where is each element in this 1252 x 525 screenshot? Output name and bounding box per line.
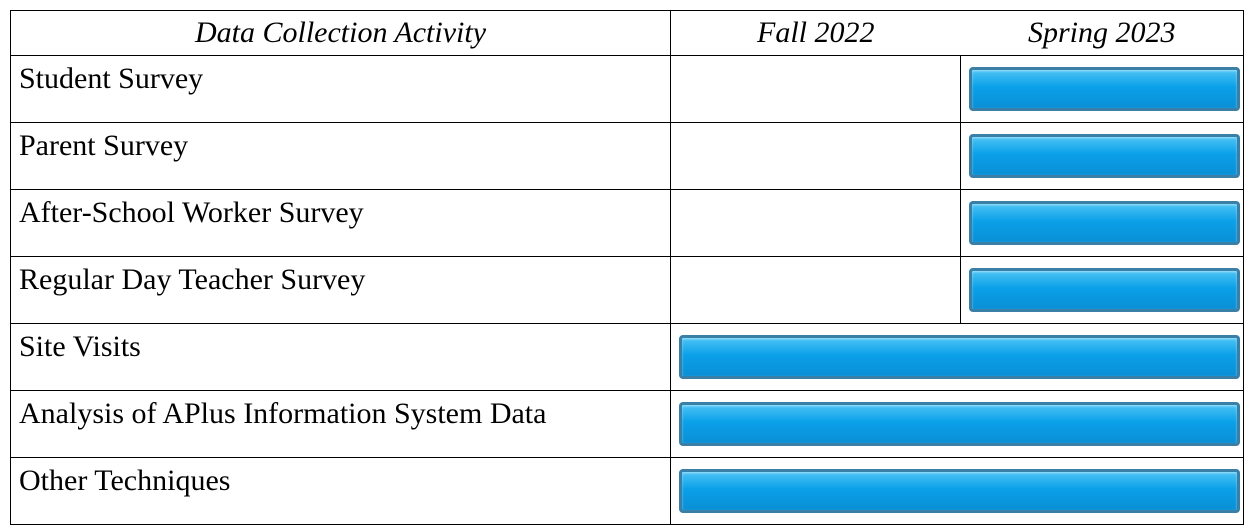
schedule-bar bbox=[679, 469, 1240, 513]
activity-label: After-School Worker Survey bbox=[10, 189, 671, 257]
schedule-table: Data Collection Activity Fall 2022 Sprin… bbox=[10, 10, 1244, 525]
activity-label: Analysis of APlus Information System Dat… bbox=[10, 390, 671, 458]
activity-label: Site Visits bbox=[10, 323, 671, 391]
schedule-bar bbox=[679, 335, 1240, 379]
header-row: Data Collection Activity Fall 2022 Sprin… bbox=[10, 10, 1244, 56]
period-cell bbox=[960, 55, 1244, 123]
header-cell: Fall 2022 bbox=[670, 10, 961, 56]
table-row: Parent Survey bbox=[10, 122, 1244, 190]
schedule-bar bbox=[969, 268, 1240, 312]
period-cell bbox=[670, 55, 961, 123]
schedule-bar bbox=[679, 402, 1240, 446]
header-cell: Data Collection Activity bbox=[10, 10, 671, 56]
activity-label: Student Survey bbox=[10, 55, 671, 123]
table-row: Regular Day Teacher Survey bbox=[10, 256, 1244, 324]
period-cell bbox=[670, 122, 961, 190]
table-row: Student Survey bbox=[10, 55, 1244, 123]
header-cell: Spring 2023 bbox=[960, 10, 1244, 56]
period-cell bbox=[960, 256, 1244, 324]
activity-label: Parent Survey bbox=[10, 122, 671, 190]
table-body: Student Survey Parent Survey After-School … bbox=[10, 55, 1244, 525]
table-row: Analysis of APlus Information System Dat… bbox=[10, 390, 1244, 458]
period-cell bbox=[670, 189, 961, 257]
period-cell bbox=[670, 256, 961, 324]
period-cell bbox=[670, 457, 1244, 525]
period-cell bbox=[670, 390, 1244, 458]
schedule-bar bbox=[969, 134, 1240, 178]
schedule-bar bbox=[969, 201, 1240, 245]
table-row: After-School Worker Survey bbox=[10, 189, 1244, 257]
period-cell bbox=[670, 323, 1244, 391]
table-row: Site Visits bbox=[10, 323, 1244, 391]
activity-label: Other Techniques bbox=[10, 457, 671, 525]
period-cell bbox=[960, 122, 1244, 190]
table-header: Data Collection Activity Fall 2022 Sprin… bbox=[10, 10, 1244, 56]
period-cell bbox=[960, 189, 1244, 257]
table-row: Other Techniques bbox=[10, 457, 1244, 525]
schedule-bar bbox=[969, 67, 1240, 111]
activity-label: Regular Day Teacher Survey bbox=[10, 256, 671, 324]
page: Data Collection Activity Fall 2022 Sprin… bbox=[10, 10, 1244, 525]
